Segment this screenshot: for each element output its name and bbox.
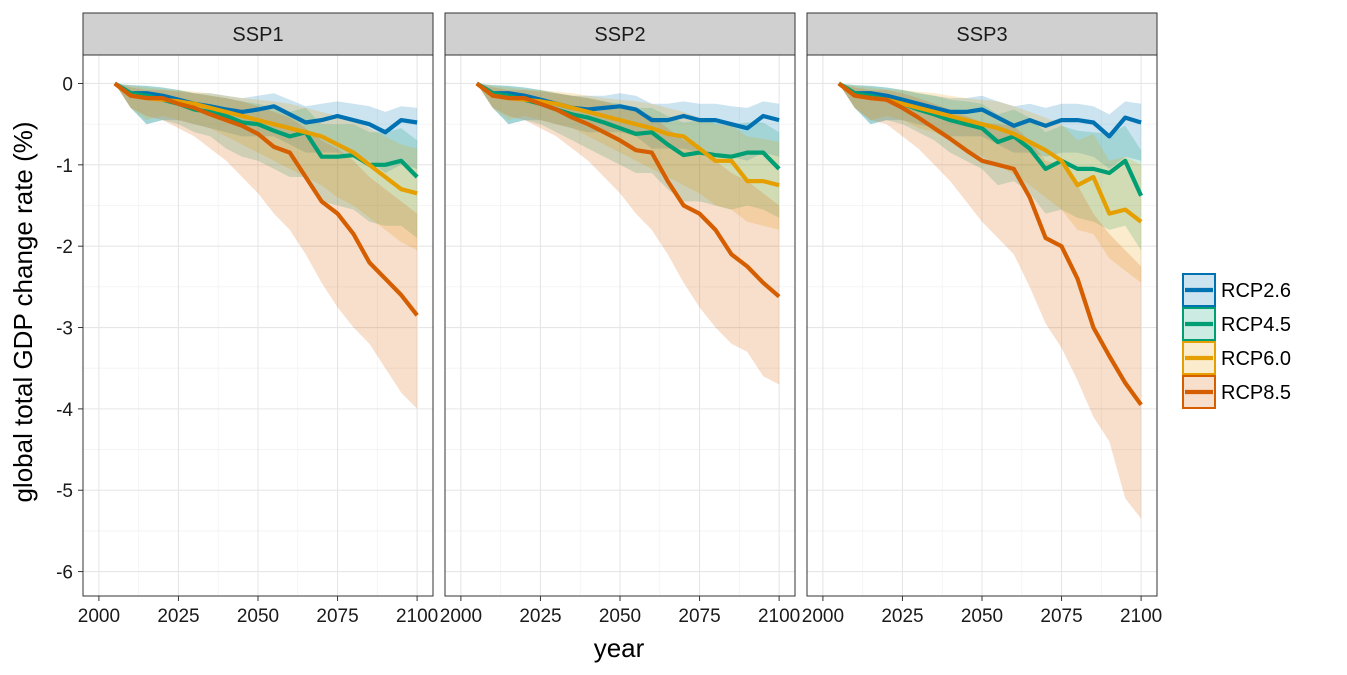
ribbon-rcp45 [114,83,418,238]
legend-item: RCP4.5 [1182,307,1291,341]
legend-item: RCP6.0 [1182,341,1291,375]
x-tick-label: 2075 [1040,606,1082,627]
ribbon-rcp45 [838,83,1142,251]
facet-title: SSP1 [232,24,283,46]
x-tick-label: 2000 [802,606,844,627]
legend-label: RCP6.0 [1221,348,1291,370]
x-tick-label: 2025 [519,606,561,627]
x-tick-label: 2100 [396,606,438,627]
y-tick-label: -2 [56,237,73,258]
y-axis-title: global total GDP change rate (%) [8,121,38,502]
y-tick-label: -4 [56,400,73,421]
legend-item: RCP8.5 [1182,375,1291,409]
x-tick-label: 2050 [237,606,279,627]
legend: RCP2.6 RCP4.5 RCP6.0 RCP8.5 [1182,273,1291,409]
x-tick-label: 2025 [157,606,199,627]
x-tick-label: 2100 [758,606,800,627]
y-tick-label: -6 [56,563,73,584]
line-rcp26 [837,81,1142,139]
panel-ssp1: SSP1 2000 2025 2050 2075 2100 0 -1 -2 -3 -4 -5 -6 [56,12,438,627]
x-tick-label: 2050 [961,606,1003,627]
panel-ssp2: SSP2 2000 2025 2050 2075 2100 [440,12,800,627]
line-rcp85 [113,81,419,317]
x-axis-title: year [594,633,645,663]
ribbon-rcp85 [838,83,1142,519]
x-tick-label: 2000 [440,606,482,627]
legend-label: RCP4.5 [1221,314,1291,336]
x-tick-label: 2075 [678,606,720,627]
x-tick-label: 2075 [316,606,358,627]
line-rcp85 [475,81,781,299]
line-rcp26 [113,81,418,135]
ribbon-rcp85 [114,83,418,409]
facet-title: SSP2 [594,24,645,46]
facet-title: SSP3 [956,24,1007,46]
line-rcp85 [837,81,1143,407]
series-layer [475,81,781,385]
facet-strip [82,12,434,56]
legend-item: RCP2.6 [1182,273,1291,307]
panel-ssp3: SSP3 2000 2025 2050 2075 2100 [802,12,1162,627]
ribbon-rcp60 [838,83,1142,283]
y-tick-label: -3 [56,319,73,340]
ribbon-rcp85 [476,83,780,385]
x-tick-label: 2100 [1120,606,1162,627]
legend-label: RCP8.5 [1221,382,1291,404]
x-tick-label: 2000 [78,606,120,627]
facet-strip [806,12,1158,56]
x-tick-label: 2050 [599,606,641,627]
y-tick-label: -1 [56,156,73,177]
ribbon-rcp45 [476,83,780,218]
legend-label: RCP2.6 [1221,280,1291,302]
facet-strip [444,12,796,56]
x-tick-label: 2025 [881,606,923,627]
y-tick-label: -5 [56,481,73,502]
line-rcp26 [475,81,780,131]
series-layer [837,81,1144,519]
ribbon-rcp60 [114,83,418,251]
y-tick-label: 0 [62,74,73,95]
series-layer [113,81,419,409]
